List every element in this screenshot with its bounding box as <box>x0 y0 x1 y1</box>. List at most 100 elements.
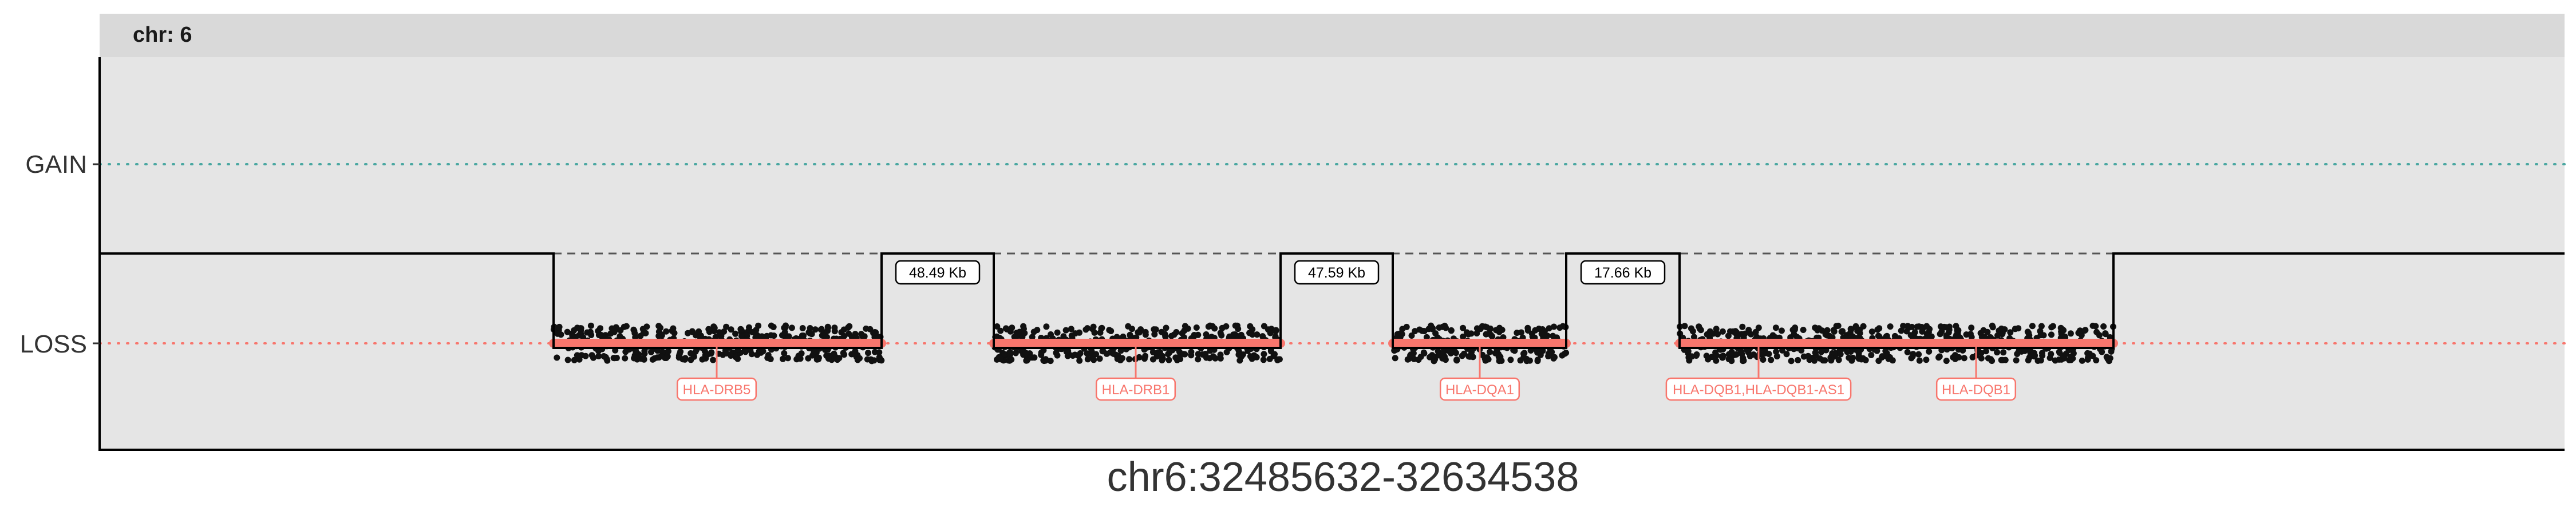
data-point <box>1518 329 1524 336</box>
gap-label: 48.49 Kb <box>909 265 966 281</box>
data-point <box>611 355 618 362</box>
data-point <box>753 331 760 338</box>
data-point <box>2048 324 2055 331</box>
data-point <box>633 348 639 355</box>
data-point <box>1878 354 1885 361</box>
data-point <box>1968 324 1975 331</box>
data-point <box>2015 325 2022 332</box>
data-point <box>1919 328 1926 335</box>
data-point <box>1089 326 1096 332</box>
data-point <box>1165 356 1172 363</box>
data-point <box>1705 356 1712 363</box>
data-point <box>2093 328 2100 335</box>
data-point <box>1097 329 1104 336</box>
data-point <box>578 325 584 332</box>
data-point <box>1706 328 1713 335</box>
data-point <box>1108 328 1115 334</box>
data-point <box>1985 355 1992 362</box>
data-point <box>2037 332 2044 339</box>
data-point <box>755 322 762 329</box>
data-point <box>1967 331 1974 338</box>
data-point <box>851 351 858 358</box>
data-point <box>1898 327 1905 334</box>
data-point <box>1016 328 1023 335</box>
data-point <box>1431 358 1437 365</box>
data-point <box>640 355 647 362</box>
data-point <box>1733 351 1740 358</box>
gap-label-box <box>1580 260 1666 285</box>
data-point <box>582 352 589 359</box>
data-point <box>704 351 711 358</box>
data-point <box>1022 350 1029 356</box>
data-point <box>1142 331 1149 338</box>
data-point <box>1159 357 1165 364</box>
data-point <box>1718 353 1725 360</box>
data-point <box>1047 358 1054 365</box>
data-point <box>1408 332 1415 339</box>
data-point <box>2032 352 2038 359</box>
data-point <box>1171 331 1178 338</box>
data-point <box>1524 327 1531 334</box>
data-point <box>2105 358 2112 365</box>
data-point <box>1793 334 1800 340</box>
data-point <box>2037 357 2044 364</box>
data-point <box>2021 347 2028 354</box>
data-point <box>1053 350 1060 356</box>
data-point <box>1180 351 1187 358</box>
data-point <box>617 333 623 340</box>
data-point <box>1545 351 1552 358</box>
data-point <box>1981 334 1988 340</box>
gap-label: 47.59 Kb <box>1308 265 1365 281</box>
data-point <box>1448 327 1455 334</box>
data-point <box>738 327 745 334</box>
data-point <box>1460 333 1467 340</box>
data-point <box>1129 326 1135 332</box>
data-point <box>1483 331 1490 338</box>
data-point <box>696 328 702 335</box>
gene-label-box <box>1665 377 1852 401</box>
data-point <box>872 329 879 336</box>
data-point <box>1783 351 1790 358</box>
data-point <box>864 356 871 363</box>
data-point <box>1535 326 1542 332</box>
data-point <box>1943 358 1950 365</box>
data-point <box>1084 356 1091 363</box>
data-point <box>754 351 761 358</box>
data-point <box>1760 356 1767 363</box>
data-point <box>1113 334 1120 340</box>
data-point <box>1001 351 1008 358</box>
data-point <box>670 325 677 332</box>
data-point <box>1276 356 1283 363</box>
data-point <box>1916 357 1923 364</box>
data-point <box>1212 355 1219 362</box>
data-point <box>1835 356 1842 363</box>
data-point <box>1246 330 1253 336</box>
data-point <box>655 328 662 335</box>
data-point <box>732 330 739 337</box>
data-point <box>2007 329 2014 336</box>
gene-label: HLA-DQB1 <box>1942 382 2010 398</box>
data-point <box>1156 348 1163 355</box>
data-point <box>1982 348 1989 355</box>
data-point <box>1844 348 1851 355</box>
data-point <box>2077 327 2084 334</box>
data-point <box>876 356 883 363</box>
data-point <box>1126 356 1133 363</box>
data-point <box>1416 326 1423 333</box>
data-point <box>2038 350 2045 356</box>
data-point <box>1397 330 1404 336</box>
data-point <box>600 353 607 359</box>
data-point <box>1259 333 1266 340</box>
data-point <box>2067 330 2074 337</box>
data-point <box>1467 353 1473 360</box>
data-point <box>663 355 670 361</box>
data-point <box>1855 350 1862 356</box>
data-point <box>1459 352 1465 359</box>
data-point <box>2081 327 2088 334</box>
data-point <box>993 333 1000 340</box>
y-tick-label-loss: LOSS <box>20 330 87 358</box>
data-point <box>598 331 604 338</box>
data-point <box>631 355 638 362</box>
data-point <box>587 322 594 329</box>
data-point <box>1830 327 1837 334</box>
